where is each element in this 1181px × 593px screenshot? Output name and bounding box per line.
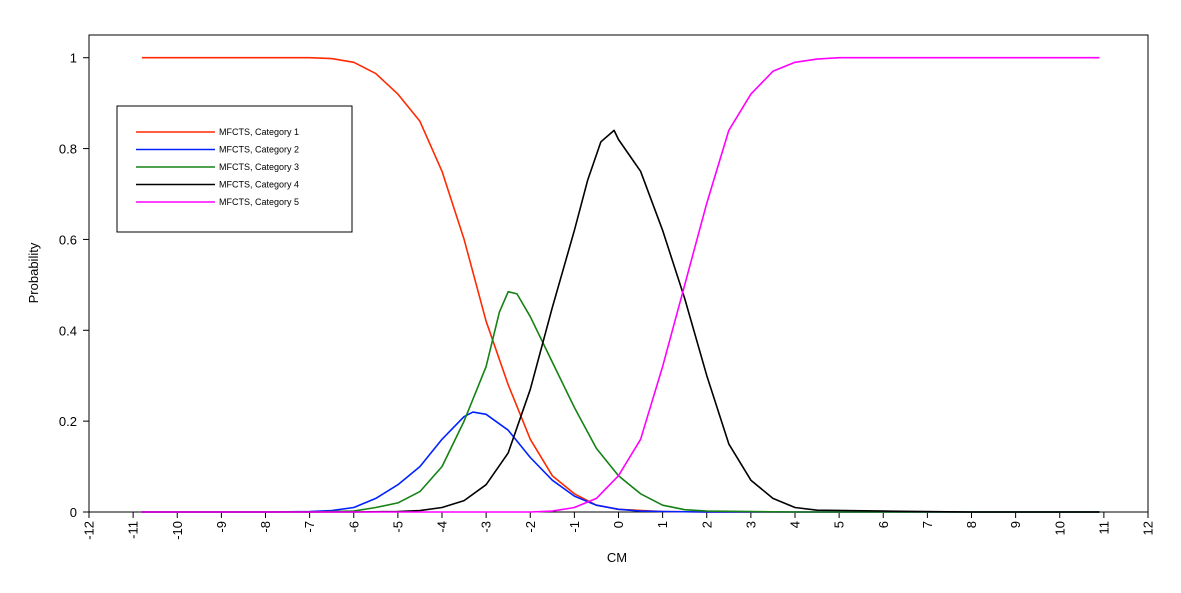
- legend-label-category-2: MFCTS, Category 2: [219, 145, 299, 155]
- x-tick-label: -7: [302, 521, 317, 533]
- x-tick-label: 4: [788, 521, 803, 528]
- legend-label-category-3: MFCTS, Category 3: [219, 162, 299, 172]
- x-tick-label: 5: [832, 521, 847, 528]
- legend: MFCTS, Category 1 MFCTS, Category 2 MFCTS,…: [116, 105, 353, 233]
- x-tick-label: 10: [1052, 521, 1067, 535]
- x-tick-label: 0: [611, 521, 626, 528]
- x-axis-ticks: -12 -11 -10 -9 -8 -7 -6 -5 -4 -3 -2 -1 0 1 2 3 4 5 6 7 8 9 10 1…: [82, 512, 1156, 540]
- x-tick-label: 2: [699, 521, 714, 528]
- legend-label-category-5: MFCTS, Category 5: [219, 197, 299, 207]
- x-tick-label: -5: [390, 521, 405, 533]
- x-tick-label: -9: [214, 521, 229, 533]
- x-tick-label: -8: [258, 521, 273, 533]
- y-axis-ticks: 0 0.2 0.4 0.6 0.8 1: [59, 51, 89, 520]
- x-tick-label: -6: [346, 521, 361, 533]
- x-tick-label: 1: [655, 521, 670, 528]
- y-tick-label: 1: [70, 51, 77, 66]
- x-tick-label: -12: [82, 521, 97, 540]
- legend-label-category-4: MFCTS, Category 4: [219, 180, 299, 190]
- x-tick-label: -1: [567, 521, 582, 533]
- x-tick-label: 12: [1141, 521, 1156, 535]
- x-tick-label: 3: [743, 521, 758, 528]
- x-tick-label: -3: [479, 521, 494, 533]
- y-axis-title: Probability: [26, 242, 41, 303]
- x-tick-label: 11: [1096, 521, 1111, 535]
- x-tick-label: -11: [126, 521, 141, 539]
- series-line-category-5: [141, 56, 1100, 513]
- series-lines: [141, 56, 1100, 513]
- x-axis-title: CM: [607, 550, 627, 565]
- x-tick-label: -10: [170, 521, 185, 540]
- legend-label-category-1: MFCTS, Category 1: [219, 127, 299, 137]
- y-tick-label: 0.2: [59, 414, 77, 429]
- x-tick-label: 9: [1008, 521, 1023, 528]
- series-line-category-2: [141, 411, 1100, 513]
- x-tick-label: -2: [523, 521, 538, 533]
- x-tick-label: 7: [920, 521, 935, 528]
- y-tick-label: 0: [70, 505, 77, 520]
- y-tick-label: 0.4: [59, 323, 77, 338]
- x-tick-label: 8: [964, 521, 979, 528]
- x-tick-label: 6: [876, 521, 891, 528]
- x-tick-label: -4: [435, 521, 450, 533]
- series-line-category-4: [141, 129, 1100, 513]
- legend-box: [116, 105, 353, 233]
- series-line-category-3: [141, 290, 1100, 513]
- y-tick-label: 0.8: [59, 142, 77, 157]
- y-tick-label: 0.6: [59, 232, 77, 247]
